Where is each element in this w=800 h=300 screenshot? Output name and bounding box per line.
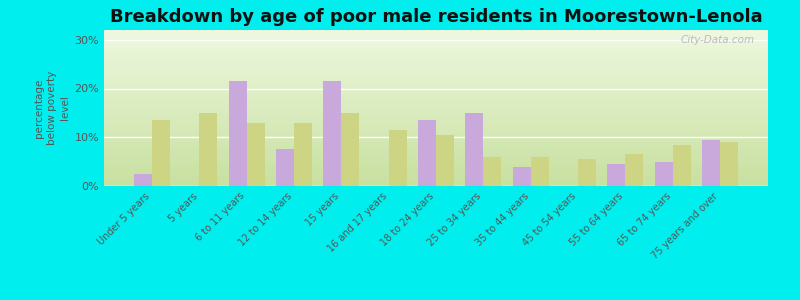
Bar xyxy=(104,124,768,126)
Bar xyxy=(104,80,768,82)
Bar xyxy=(104,158,768,160)
Y-axis label: percentage
below poverty
level: percentage below poverty level xyxy=(34,71,70,145)
Bar xyxy=(104,100,768,103)
Bar xyxy=(104,40,768,43)
Bar xyxy=(104,142,768,144)
Bar xyxy=(104,92,768,95)
Text: City-Data.com: City-Data.com xyxy=(681,35,754,45)
Bar xyxy=(152,120,170,186)
Bar xyxy=(104,176,768,178)
Bar xyxy=(229,81,246,186)
Bar xyxy=(104,134,768,136)
Bar xyxy=(436,135,454,186)
Bar xyxy=(104,147,768,150)
Bar xyxy=(104,118,768,121)
Bar xyxy=(104,116,768,118)
Bar xyxy=(466,113,483,186)
Bar xyxy=(702,140,720,186)
Bar xyxy=(104,82,768,85)
Bar xyxy=(104,155,768,158)
Bar xyxy=(246,123,265,186)
Bar xyxy=(104,103,768,105)
Bar xyxy=(104,139,768,142)
Bar xyxy=(513,167,530,186)
Bar xyxy=(104,150,768,152)
Bar xyxy=(104,72,768,74)
Bar xyxy=(578,159,596,186)
Bar xyxy=(134,174,152,186)
Bar xyxy=(104,163,768,165)
Bar xyxy=(104,160,768,163)
Bar xyxy=(104,90,768,92)
Bar xyxy=(654,162,673,186)
Bar xyxy=(626,154,643,186)
Bar xyxy=(323,81,342,186)
Bar xyxy=(483,157,502,186)
Bar xyxy=(104,87,768,90)
Bar xyxy=(104,30,768,33)
Bar xyxy=(294,123,312,186)
Bar xyxy=(104,53,768,56)
Bar xyxy=(104,105,768,108)
Bar xyxy=(104,69,768,72)
Bar xyxy=(104,38,768,40)
Bar xyxy=(104,131,768,134)
Bar xyxy=(673,145,690,186)
Bar xyxy=(720,142,738,186)
Bar xyxy=(104,111,768,113)
Bar xyxy=(418,120,436,186)
Bar xyxy=(104,98,768,100)
Bar xyxy=(530,157,549,186)
Bar xyxy=(607,164,626,186)
Bar xyxy=(104,170,768,173)
Bar xyxy=(104,33,768,35)
Bar xyxy=(104,64,768,66)
Bar xyxy=(276,149,294,186)
Bar xyxy=(104,66,768,69)
Bar xyxy=(104,77,768,80)
Bar xyxy=(104,85,768,87)
Bar xyxy=(104,168,768,170)
Bar xyxy=(104,165,768,168)
Bar xyxy=(104,51,768,53)
Bar xyxy=(104,108,768,111)
Bar xyxy=(104,152,768,155)
Bar xyxy=(104,181,768,183)
Bar xyxy=(104,58,768,61)
Bar xyxy=(389,130,406,186)
Bar xyxy=(104,113,768,116)
Bar xyxy=(104,46,768,48)
Bar xyxy=(104,61,768,64)
Bar xyxy=(104,173,768,176)
Bar xyxy=(199,113,218,186)
Bar xyxy=(104,129,768,131)
Bar xyxy=(342,113,359,186)
Bar xyxy=(104,35,768,38)
Bar xyxy=(104,126,768,129)
Bar xyxy=(104,95,768,98)
Bar xyxy=(104,74,768,77)
Bar xyxy=(104,136,768,139)
Bar xyxy=(104,144,768,147)
Bar xyxy=(104,121,768,124)
Title: Breakdown by age of poor male residents in Moorestown-Lenola: Breakdown by age of poor male residents … xyxy=(110,8,762,26)
Bar xyxy=(104,178,768,181)
Bar xyxy=(104,48,768,51)
Bar xyxy=(104,43,768,46)
Bar xyxy=(104,183,768,186)
Bar xyxy=(104,56,768,58)
